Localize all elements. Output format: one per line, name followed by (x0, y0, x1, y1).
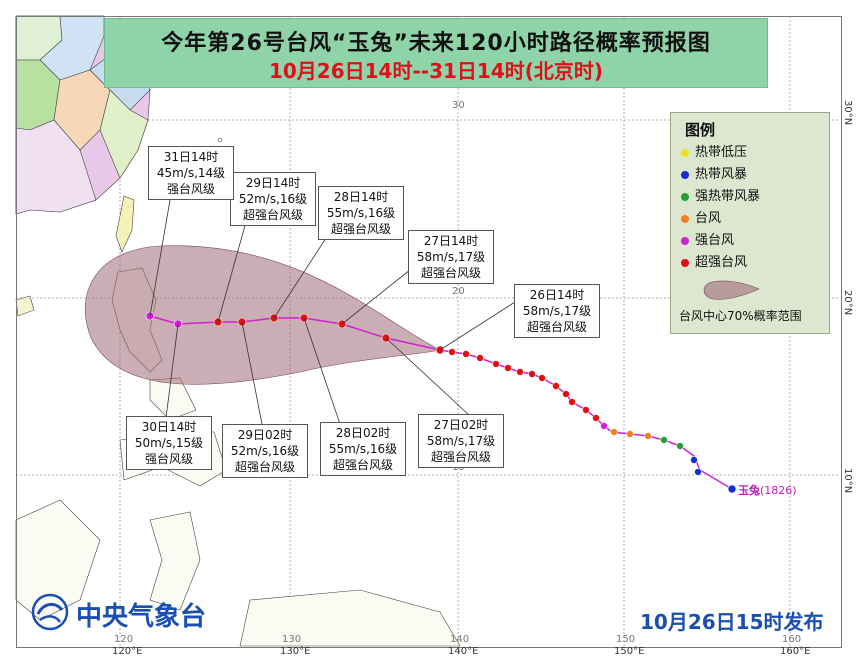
callout-wind: 58m/s,17级 (522, 304, 592, 318)
magenta-dot-icon (681, 236, 689, 245)
callout-time: 29日14时 (245, 176, 301, 190)
lat-label-20: 20°N (842, 290, 853, 316)
map-subtitle: 10月26日14时--31日14时(北京时) (268, 59, 604, 83)
legend-label: 台风 (695, 211, 722, 226)
callout-grade: 超强台风级 (330, 222, 391, 236)
callout-27-14: 27日14时 58m/s,17级 超强台风级 (408, 230, 494, 284)
callout-time: 27日02时 (433, 418, 489, 432)
callout-time: 29日02时 (237, 428, 293, 442)
callout-wind: 52m/s,16级 (230, 444, 300, 458)
grid-number-lon-140: 140 (450, 634, 470, 645)
callout-time: 26日14时 (529, 288, 585, 302)
red-dot-icon (681, 258, 689, 267)
lon-label-140: 140°E (448, 646, 479, 657)
legend-label: 热带低压 (695, 145, 748, 160)
map-title: 今年第26号台风“玉兔”未来120小时路径概率预报图 (161, 31, 711, 56)
callout-time: 30日14时 (141, 420, 197, 434)
callout-27-02: 27日02时 58m/s,17级 超强台风级 (418, 414, 504, 468)
legend-label: 超强台风 (695, 255, 748, 270)
callout-26-14: 26日14时 58m/s,17级 超强台风级 (514, 284, 600, 338)
grid-number-lon-130: 130 (282, 634, 302, 645)
callout-leaders (149, 199, 516, 425)
legend-item-td: 热带低压 (681, 143, 747, 163)
callout-time: 31日14时 (163, 150, 219, 164)
agency-brand: 中央气象台 (30, 592, 206, 636)
callout-grade: 超强台风级 (420, 266, 481, 280)
legend-item-ts: 热带风暴 (681, 165, 747, 185)
legend-label: 强热带风暴 (695, 189, 761, 204)
callout-wind: 55m/s,16级 (326, 206, 396, 220)
grid-number-lon-160: 160 (782, 634, 802, 645)
callout-29-02: 29日02时 52m/s,16级 超强台风级 (222, 424, 308, 478)
grid-number-lon-120: 120 (114, 634, 134, 645)
legend-item-ty: 台风 (681, 209, 721, 229)
cma-logo-icon (31, 593, 69, 631)
blue-dot-icon (681, 170, 689, 179)
callout-wind: 58m/s,17级 (426, 434, 496, 448)
agency-name: 中央气象台 (76, 602, 207, 632)
callout-30-14: 30日14时 50m/s,15级 强台风级 (126, 416, 212, 470)
callout-grade: 强台风级 (144, 452, 193, 466)
legend-title: 图例 (685, 121, 716, 139)
lon-label-130: 130°E (280, 646, 311, 657)
title-banner: 今年第26号台风“玉兔”未来120小时路径概率预报图 10月26日14时--31… (104, 18, 768, 88)
callout-grade: 超强台风级 (430, 450, 491, 464)
storm-name: 玉兔 (738, 484, 760, 497)
grid-number-30: 30 (452, 100, 465, 111)
callout-28-02: 28日02时 55m/s,16级 超强台风级 (320, 422, 406, 476)
cone-legend-label: 台风中心70%概率范围 (679, 309, 802, 323)
lon-label-150: 150°E (614, 646, 645, 657)
callout-grade: 超强台风级 (234, 460, 295, 474)
legend-item-sty: 强台风 (681, 231, 734, 251)
orange-dot-icon (681, 214, 689, 223)
callout-29-14: 29日14时 52m/s,16级 超强台风级 (230, 172, 316, 226)
lon-label-160: 160°E (780, 646, 811, 657)
grid-number-20: 20 (452, 286, 465, 297)
lat-label-10: 10°N (842, 468, 853, 494)
callout-31-14: 31日14时 45m/s,14级 强台风级 (148, 146, 234, 200)
callout-28-14: 28日14时 55m/s,16级 超强台风级 (318, 186, 404, 240)
callout-time: 27日14时 (423, 234, 479, 248)
callout-wind: 58m/s,17级 (416, 250, 486, 264)
callout-time: 28日02时 (335, 426, 391, 440)
callout-grade: 强台风级 (166, 182, 215, 196)
legend-box: 图例 热带低压 热带风暴 强热带风暴 台风 强台风 超强台风 台风中心70%概率… (670, 112, 830, 334)
legend-label: 强台风 (695, 233, 735, 248)
storm-number: (1826) (760, 484, 797, 497)
callout-wind: 50m/s,15级 (134, 436, 204, 450)
callout-grade: 超强台风级 (332, 458, 393, 472)
yellow-dot-icon (681, 148, 689, 157)
legend-item-superty: 超强台风 (681, 253, 747, 273)
lat-label-30: 30°N (842, 100, 853, 126)
grid-number-lon-150: 150 (616, 634, 636, 645)
issue-time: 10月26日15时发布 (640, 610, 824, 634)
legend-label: 热带风暴 (695, 167, 748, 182)
callout-time: 28日14时 (333, 190, 389, 204)
callout-grade: 超强台风级 (242, 208, 303, 222)
observed-points (448, 348, 737, 494)
callout-wind: 52m/s,16级 (238, 192, 308, 206)
green-dot-icon (681, 192, 689, 201)
legend-item-sts: 强热带风暴 (681, 187, 760, 207)
callout-wind: 55m/s,16级 (328, 442, 398, 456)
cone-swatch-icon (703, 280, 760, 300)
probability-cone (84, 245, 441, 385)
callout-wind: 45m/s,14级 (156, 166, 226, 180)
storm-name-label: 玉兔(1826) (738, 482, 797, 498)
lon-label-120: 120°E (112, 646, 143, 657)
callout-grade: 超强台风级 (526, 320, 587, 334)
